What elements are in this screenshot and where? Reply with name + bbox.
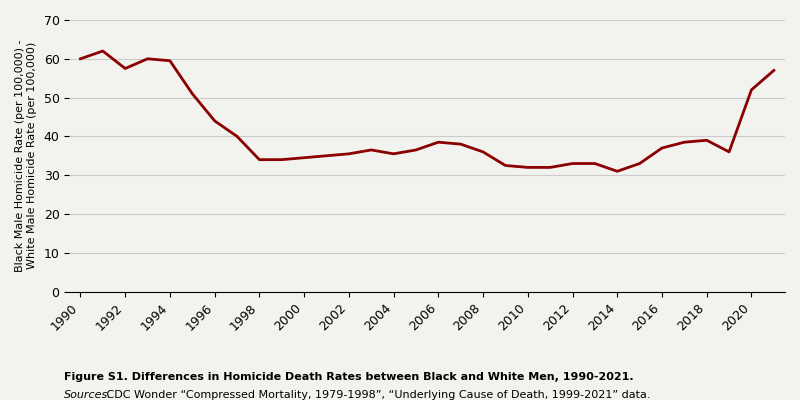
Text: Sources.: Sources. — [64, 390, 112, 400]
Text: CDC Wonder “Compressed Mortality, 1979-1998”, “Underlying Cause of Death, 1999-2: CDC Wonder “Compressed Mortality, 1979-1… — [103, 390, 650, 400]
Y-axis label: Black Male Homicide Rate (per 100,000) -
White Male Homicide Rate (per 100,000): Black Male Homicide Rate (per 100,000) -… — [15, 40, 37, 272]
Text: Figure S1. Differences in Homicide Death Rates between Black and White Men, 1990: Figure S1. Differences in Homicide Death… — [64, 372, 634, 382]
